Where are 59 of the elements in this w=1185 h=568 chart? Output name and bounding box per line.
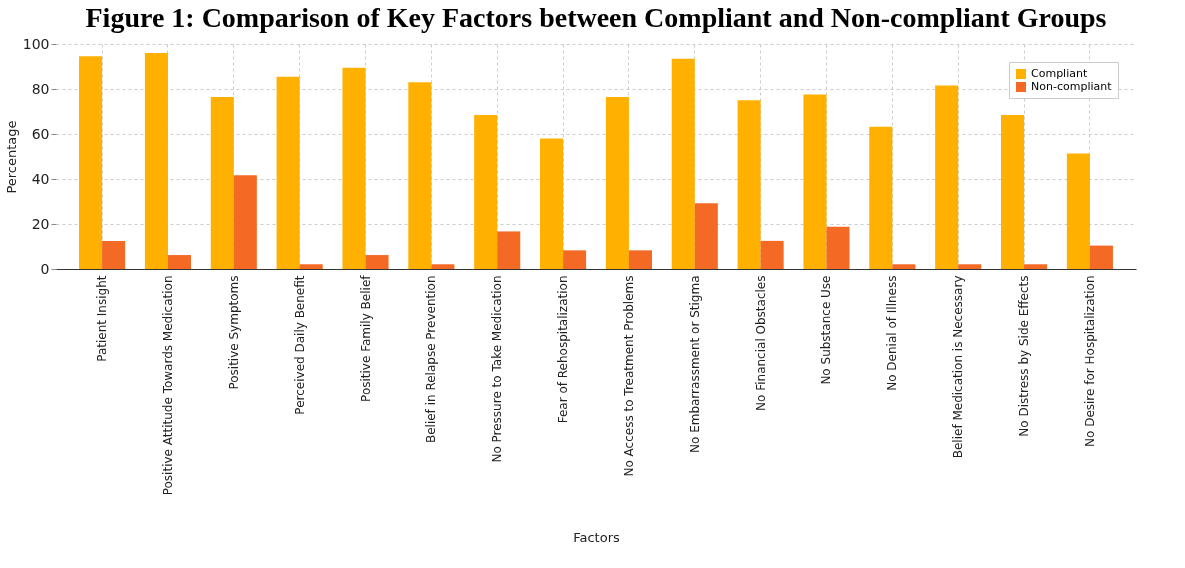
x-tick-label: No Pressure to Take Medication xyxy=(490,275,505,463)
bar xyxy=(299,264,323,269)
bar xyxy=(760,240,784,269)
legend-label: Compliant xyxy=(1031,67,1088,80)
x-tick-label: No Embarrassment or Stigma xyxy=(687,275,702,453)
bar xyxy=(892,264,916,269)
y-tick-label: 60 xyxy=(31,125,50,142)
x-tick-label: No Distress by Side Effects xyxy=(1017,275,1032,437)
bar xyxy=(1089,245,1113,269)
bar xyxy=(694,203,718,269)
bar xyxy=(79,56,103,269)
bar xyxy=(365,255,389,269)
y-tick-label: 80 xyxy=(31,80,50,97)
x-tick-label: Belief Medication is Necessary xyxy=(951,275,966,459)
bar xyxy=(408,82,432,269)
bar xyxy=(605,97,629,269)
y-tick-label: 0 xyxy=(40,260,50,277)
bar xyxy=(276,76,300,269)
y-tick-label: 100 xyxy=(22,35,50,52)
bar xyxy=(233,175,257,269)
x-tick-label: No Desire for Hospitalization xyxy=(1082,275,1097,447)
x-tick-label: Positive Family Belief xyxy=(358,274,373,402)
bar xyxy=(1001,115,1025,269)
bar xyxy=(210,97,234,269)
x-tick-label: Belief in Relapse Prevention xyxy=(424,275,439,444)
bar xyxy=(474,115,498,269)
bar xyxy=(102,240,126,269)
x-tick-label: No Financial Obstacles xyxy=(753,275,768,411)
bar xyxy=(803,94,827,269)
x-tick-label: Fear of Rehospitalization xyxy=(556,275,571,424)
bar xyxy=(671,58,695,269)
bar xyxy=(737,100,761,269)
bar xyxy=(167,255,191,269)
y-tick-label: 20 xyxy=(31,215,50,232)
x-tick-label: No Substance Use xyxy=(819,275,834,385)
chart-title: Figure 1: Comparison of Key Factors between Compliant and Non-compliant Groups xyxy=(85,2,1107,33)
x-tick-label: No Access to Treatment Problems xyxy=(621,275,636,477)
x-tick-label: No Denial of Illness xyxy=(885,275,900,391)
bar xyxy=(869,126,893,269)
bar xyxy=(958,264,982,269)
legend-label: Non-compliant xyxy=(1031,80,1113,93)
bar xyxy=(1024,264,1048,269)
bar xyxy=(826,226,850,269)
bar xyxy=(540,138,564,269)
x-axis-title: Factors xyxy=(573,529,620,545)
y-tick-label: 40 xyxy=(31,170,50,187)
bar xyxy=(563,250,587,269)
bar xyxy=(935,85,959,269)
bar xyxy=(342,67,366,269)
y-axis-title: Percentage xyxy=(3,120,19,194)
x-tick-label: Positive Symptoms xyxy=(226,275,241,390)
bar xyxy=(497,231,521,269)
bar xyxy=(144,53,168,269)
bar xyxy=(628,250,652,269)
x-tick-label: Positive Attitude Towards Medication xyxy=(160,275,175,496)
bar xyxy=(1066,153,1090,269)
x-tick-label: Patient Insight xyxy=(95,275,110,362)
bar xyxy=(431,264,455,269)
x-tick-label: Perceived Daily Benefit xyxy=(292,275,307,415)
